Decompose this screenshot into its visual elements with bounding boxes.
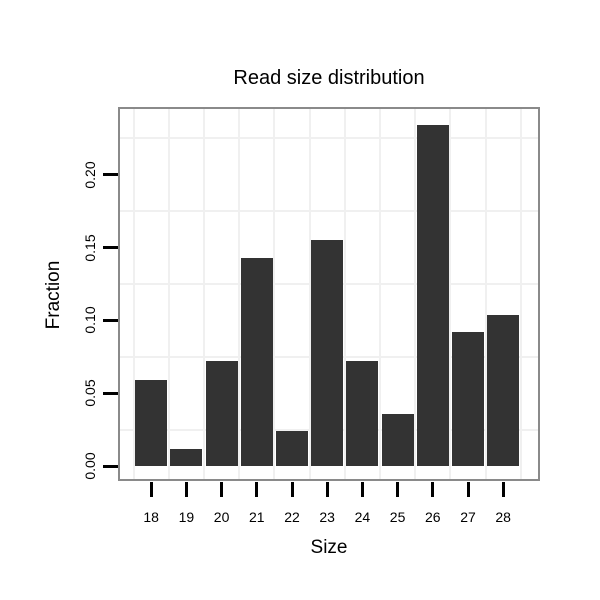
x-axis-tick-label: 20: [213, 509, 230, 525]
bar-size-26: [416, 125, 449, 466]
x-axis-tick-label: 25: [389, 509, 406, 525]
minor-gridline-vertical: [449, 107, 452, 481]
x-axis-tick: [396, 482, 400, 497]
minor-gridline-vertical: [379, 107, 381, 481]
bar-size-20: [205, 361, 238, 466]
minor-gridline-vertical: [273, 107, 276, 481]
minor-gridline-vertical: [167, 107, 170, 481]
minor-gridline-vertical: [484, 107, 487, 481]
bar-size-27: [452, 332, 484, 466]
x-axis-tick-label: 21: [249, 509, 265, 525]
bar-size-25: [381, 413, 414, 466]
x-axis-tick: [360, 482, 364, 497]
x-axis-tick-label: 28: [495, 509, 511, 525]
x-axis-tick-label: 23: [319, 509, 335, 525]
x-axis-tick: [184, 482, 188, 497]
minor-gridline-vertical: [238, 107, 241, 481]
y-axis-tick-label: 0.05: [82, 379, 98, 407]
bar-size-19: [170, 448, 203, 466]
x-axis-tick-label: 26: [425, 509, 441, 525]
minor-gridline-vertical: [343, 107, 346, 481]
y-axis-tick-label: 0.15: [82, 233, 98, 262]
x-axis-tick: [431, 482, 435, 497]
x-axis-tick: [501, 482, 505, 497]
x-axis-tick: [290, 482, 294, 497]
x-axis-tick: [220, 482, 224, 497]
bar-size-28: [487, 314, 520, 466]
y-axis-tick: [103, 391, 118, 395]
x-axis-tick-label: 22: [284, 509, 300, 525]
minor-gridline-vertical: [519, 107, 522, 481]
y-axis-tick-label: 0.20: [82, 161, 98, 189]
y-axis-tick: [103, 246, 118, 250]
x-axis-tick-label: 24: [354, 509, 371, 525]
x-axis-tick: [149, 482, 153, 497]
y-axis-tick: [103, 318, 118, 322]
bar-size-18: [135, 380, 168, 466]
bar-size-21: [240, 257, 273, 466]
x-axis-tick: [325, 482, 329, 497]
y-axis-tick-label: 0.10: [82, 306, 98, 335]
minor-gridline-vertical: [414, 107, 417, 481]
x-axis-title: Size: [310, 537, 348, 558]
y-axis-tick: [103, 173, 118, 177]
x-axis-tick-label: 18: [143, 509, 159, 525]
x-axis-tick: [466, 482, 470, 497]
bar-size-24: [346, 361, 379, 466]
y-axis-title: Fraction: [43, 260, 64, 330]
y-axis-tick-label: 0.00: [82, 452, 98, 480]
bar-size-22: [276, 431, 308, 466]
minor-gridline-vertical: [203, 107, 205, 481]
y-axis-tick: [103, 464, 118, 468]
x-axis-tick-label: 27: [460, 509, 476, 525]
x-axis-tick-label: 19: [178, 509, 195, 525]
minor-gridline-horizontal: [118, 210, 540, 213]
chart-title: Read size distribution: [233, 67, 425, 89]
minor-gridline-vertical: [132, 107, 135, 481]
bar-size-23: [311, 240, 344, 466]
minor-gridline-vertical: [308, 107, 311, 481]
minor-gridline-horizontal: [118, 137, 540, 140]
x-axis-tick: [255, 482, 259, 497]
